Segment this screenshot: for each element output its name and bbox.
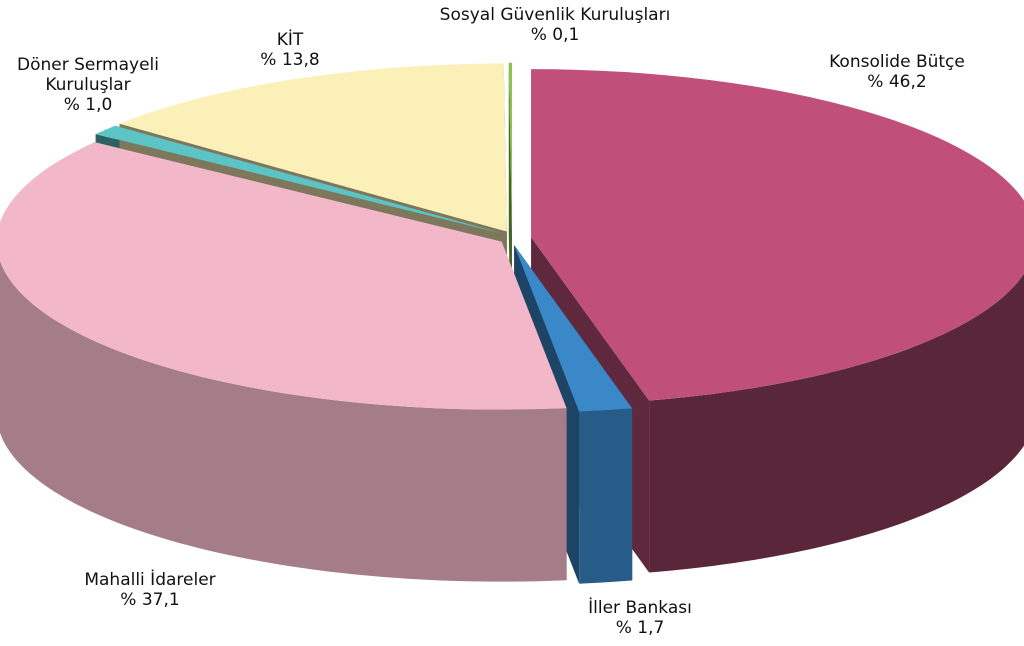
slice — [514, 245, 633, 412]
slice-label: Sosyal Güvenlik Kuruluşları% 0,1 — [405, 5, 705, 45]
slice-label: KİT% 13,8 — [230, 30, 350, 70]
slice-side — [579, 408, 633, 584]
slice-value: % 0,1 — [530, 25, 580, 45]
slice-name: İller Bankası — [588, 598, 692, 618]
slice — [119, 63, 507, 232]
slice — [508, 62, 512, 231]
slice-name: Sosyal Güvenlik Kuruluşları — [439, 5, 671, 25]
slice-value: % 13,8 — [260, 50, 320, 70]
slice-name: Döner Sermayeli Kuruluşlar — [16, 55, 159, 95]
slice-side — [649, 273, 1024, 573]
slice-name: Mahalli İdareler — [84, 570, 216, 590]
slice — [95, 125, 503, 234]
slice — [0, 142, 567, 410]
slice-label: Mahalli İdareler% 37,1 — [50, 570, 250, 610]
slice-value: % 37,1 — [120, 590, 180, 610]
slice-value: % 1,0 — [63, 95, 113, 115]
slice — [531, 69, 1024, 401]
slice-label: Döner Sermayeli Kuruluşlar% 1,0 — [3, 55, 173, 115]
slice-name: KİT — [276, 30, 304, 50]
slice-value: % 46,2 — [867, 72, 927, 92]
slice-name: Konsolide Bütçe — [829, 52, 965, 72]
slice-side — [0, 260, 567, 582]
slice-value: % 1,7 — [615, 618, 665, 638]
slice-label: Konsolide Bütçe% 46,2 — [797, 52, 997, 92]
slice-label: İller Bankası% 1,7 — [560, 598, 720, 638]
